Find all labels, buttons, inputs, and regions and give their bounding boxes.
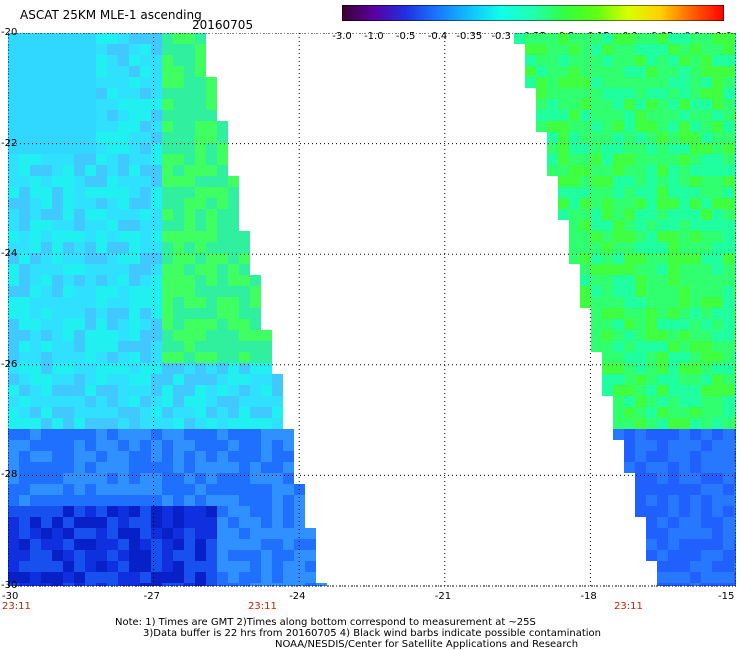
x-tick-label: -27	[143, 591, 160, 602]
colorbar-gradient	[341, 4, 725, 22]
y-tick-label: -30	[1, 580, 18, 591]
x-tick-label: -21	[434, 591, 452, 602]
time-label-3: 23:11	[614, 601, 643, 612]
y-tick-label: -20	[1, 27, 18, 38]
note-line-3: NOAA/NESDIS/Center for Satellite Applica…	[275, 639, 579, 650]
colorbar-label: -0.35	[456, 31, 483, 42]
colorbar-label: -0.3	[491, 31, 511, 42]
x-tick-label: -30	[2, 591, 19, 602]
colorbar-label: -3.0	[332, 31, 352, 42]
note-line-2: 3)Data buffer is 22 hrs from 20160705 4)…	[143, 628, 601, 639]
y-tick-label: -24	[1, 248, 18, 260]
time-label-2: 23:11	[248, 601, 277, 612]
map-title: ASCAT 25KM MLE-1 ascending	[20, 8, 202, 22]
colorbar: -3.0-1.0-0.5-0.4-0.35-0.3-0.25-0.2-0.15-…	[332, 4, 732, 42]
colorbar-label: -0.5	[395, 31, 416, 42]
x-tick-label: -24	[289, 591, 306, 602]
x-tick-label: -15	[718, 591, 735, 602]
map-date: 20160705	[192, 18, 254, 32]
y-tick-label: -22	[1, 137, 18, 149]
time-label-1: 23:11	[2, 601, 31, 612]
map-plot	[8, 33, 736, 587]
colorbar-label: -0.4	[427, 31, 448, 42]
colorbar-label: -1.0	[364, 31, 384, 42]
x-tick-label: -18	[580, 591, 597, 602]
y-tick-label: -28	[1, 469, 18, 481]
y-tick-label: -26	[1, 358, 18, 370]
note-line-1: Note: 1) Times are GMT 2)Times along bot…	[115, 617, 536, 628]
colorbar-band	[341, 4, 725, 22]
